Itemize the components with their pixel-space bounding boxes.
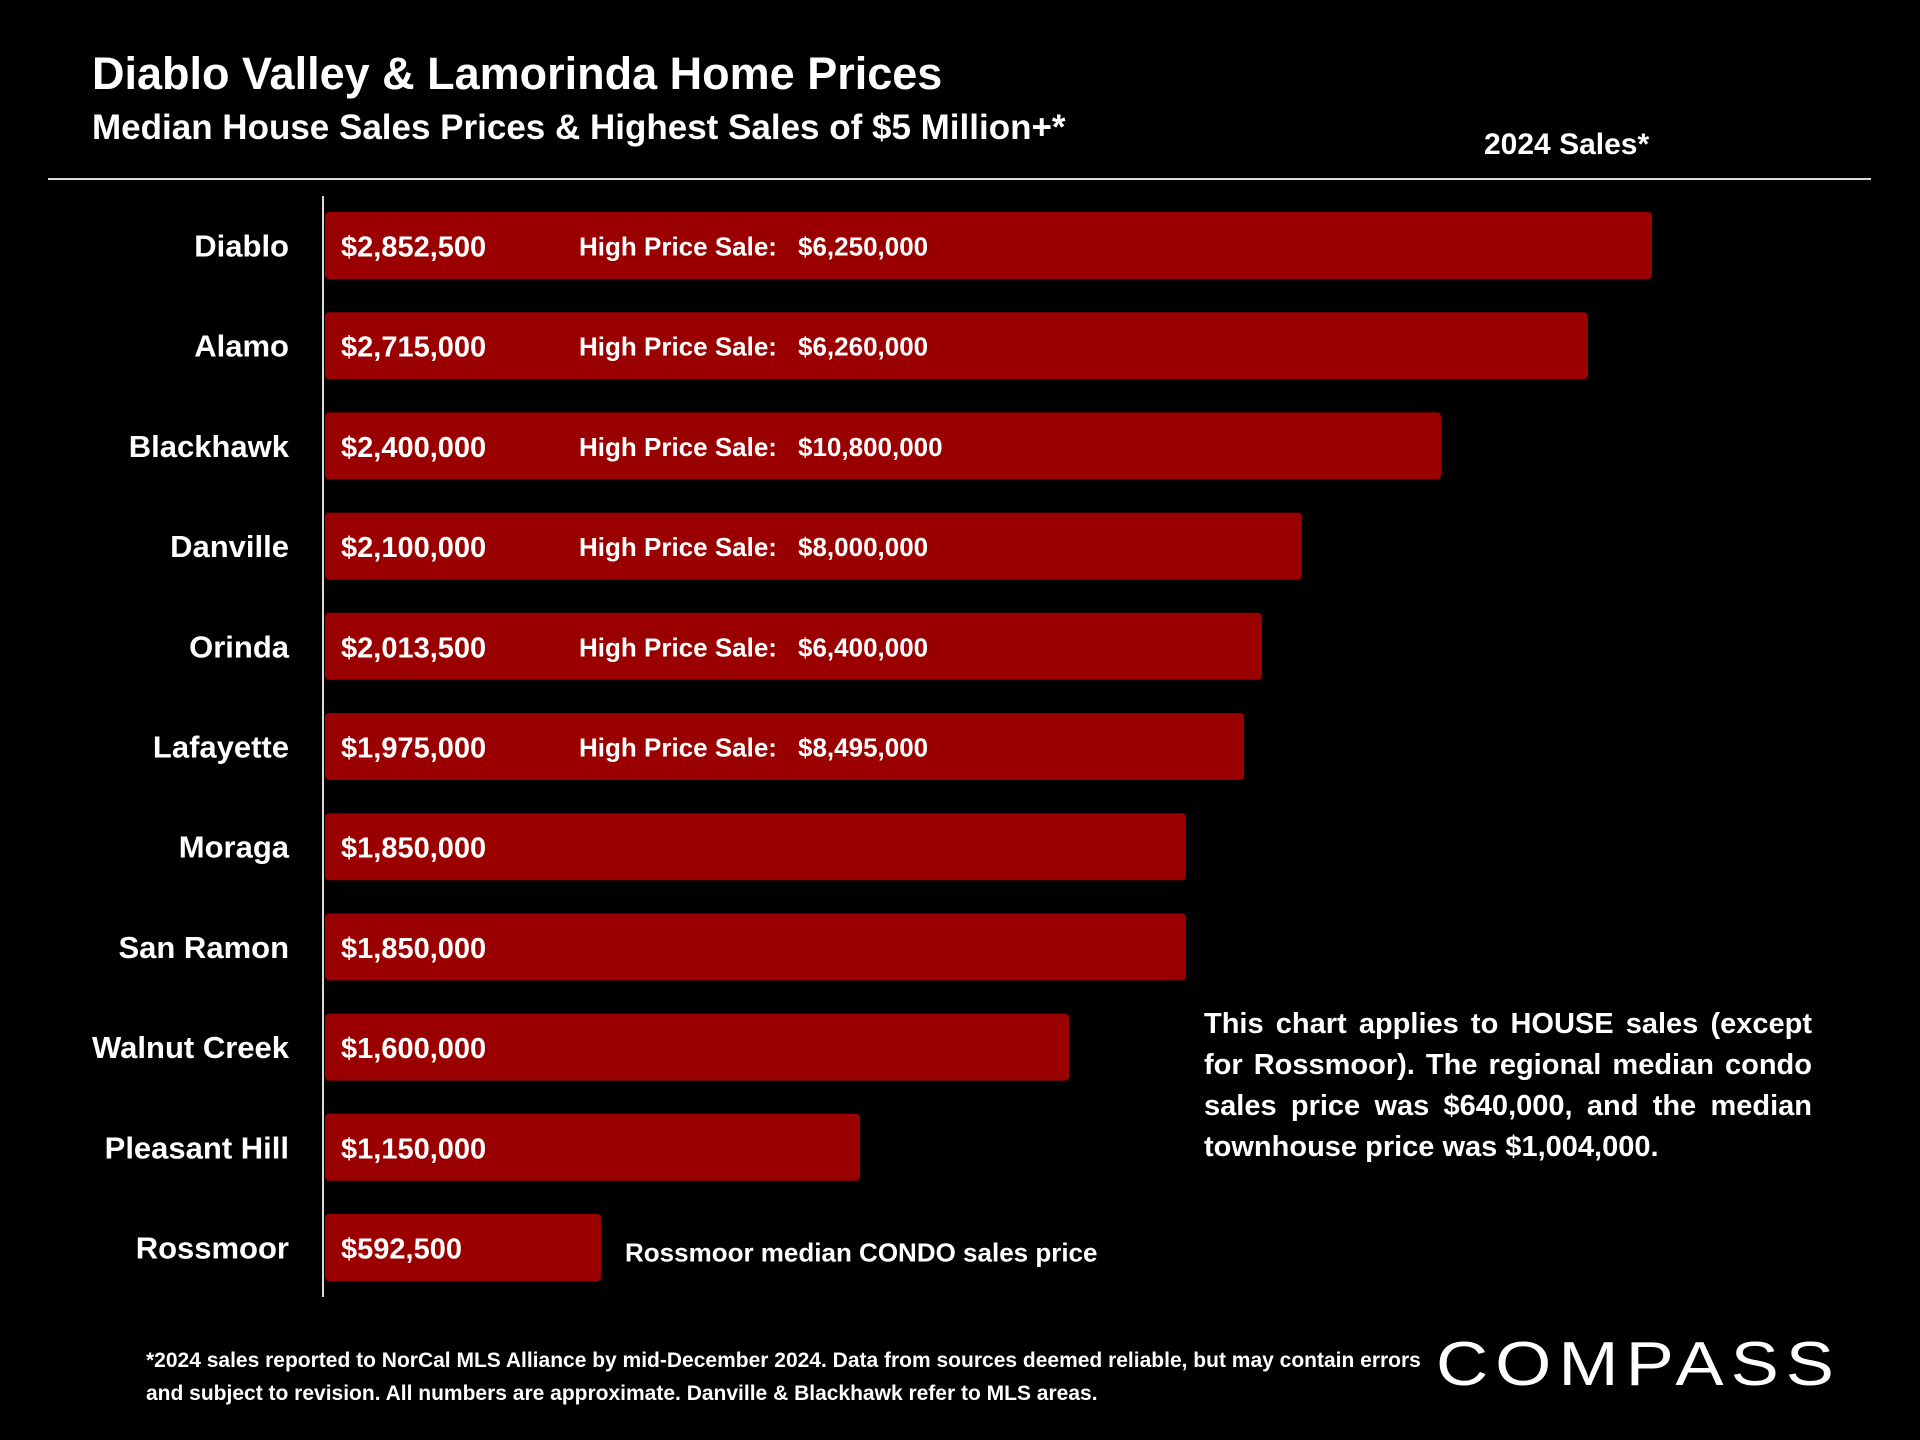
high-price-value: $6,250,000	[798, 232, 928, 262]
value-label: $592,500	[341, 1234, 462, 1266]
header-divider	[48, 178, 1871, 180]
value-label: $1,850,000	[341, 833, 486, 865]
period-label: 2024 Sales*	[1484, 128, 1650, 161]
logo-text: COMPASS	[1436, 1330, 1841, 1394]
high-price-label: High Price Sale:	[579, 232, 777, 262]
category-label: Lafayette	[153, 730, 289, 765]
category-label: Diablo	[194, 229, 289, 264]
bar	[325, 1013, 1069, 1081]
bar	[325, 713, 1244, 780]
compass-logo: COMPASS	[1436, 1330, 1841, 1394]
high-price-label: High Price Sale:	[579, 733, 777, 763]
chart-title: Diablo Valley & Lamorinda Home Prices	[92, 48, 943, 99]
high-price-label: High Price Sale:	[579, 532, 777, 562]
bar-annotation: Rossmoor median CONDO sales price	[625, 1238, 1097, 1268]
category-label: Pleasant Hill	[105, 1130, 289, 1165]
value-label: $2,715,000	[341, 332, 486, 364]
bar	[325, 312, 1588, 380]
value-label: $2,100,000	[341, 532, 486, 564]
category-label: Orinda	[189, 629, 290, 664]
bar	[325, 512, 1302, 580]
value-label: $2,852,500	[341, 232, 486, 264]
category-label: Moraga	[179, 830, 290, 865]
high-price-value: $8,495,000	[798, 733, 928, 763]
bar	[325, 813, 1186, 881]
value-label: $1,150,000	[341, 1133, 486, 1165]
bar	[325, 412, 1441, 480]
category-label: Blackhawk	[129, 429, 290, 464]
bar	[325, 212, 1652, 279]
category-label: Danville	[170, 529, 289, 564]
high-price-label: High Price Sale:	[579, 632, 777, 662]
high-price-label: High Price Sale:	[579, 332, 777, 362]
footnote: *2024 sales reported to NorCal MLS Allia…	[146, 1349, 1421, 1405]
high-price-value: $10,800,000	[798, 432, 943, 462]
high-price-value: $8,000,000	[798, 532, 928, 562]
value-label: $1,975,000	[341, 733, 486, 765]
value-label: $2,013,500	[341, 632, 486, 664]
chart-subtitle: Median House Sales Prices & Highest Sale…	[92, 108, 1066, 147]
chart-note: This chart applies to HOUSE sales (excep…	[1204, 1008, 1812, 1163]
value-label: $2,400,000	[341, 432, 486, 464]
high-price-value: $6,400,000	[798, 632, 928, 662]
value-label: $1,600,000	[341, 1033, 486, 1065]
category-label: San Ramon	[118, 930, 289, 965]
category-label: Alamo	[194, 329, 289, 364]
bar	[325, 612, 1262, 680]
category-label: Walnut Creek	[92, 1030, 290, 1065]
bar	[325, 913, 1186, 981]
category-label: Rossmoor	[136, 1231, 289, 1266]
value-label: $1,850,000	[341, 933, 486, 965]
bar	[325, 1214, 601, 1281]
bar	[325, 1113, 860, 1181]
high-price-label: High Price Sale:	[579, 432, 777, 462]
high-price-value: $6,260,000	[798, 332, 928, 362]
